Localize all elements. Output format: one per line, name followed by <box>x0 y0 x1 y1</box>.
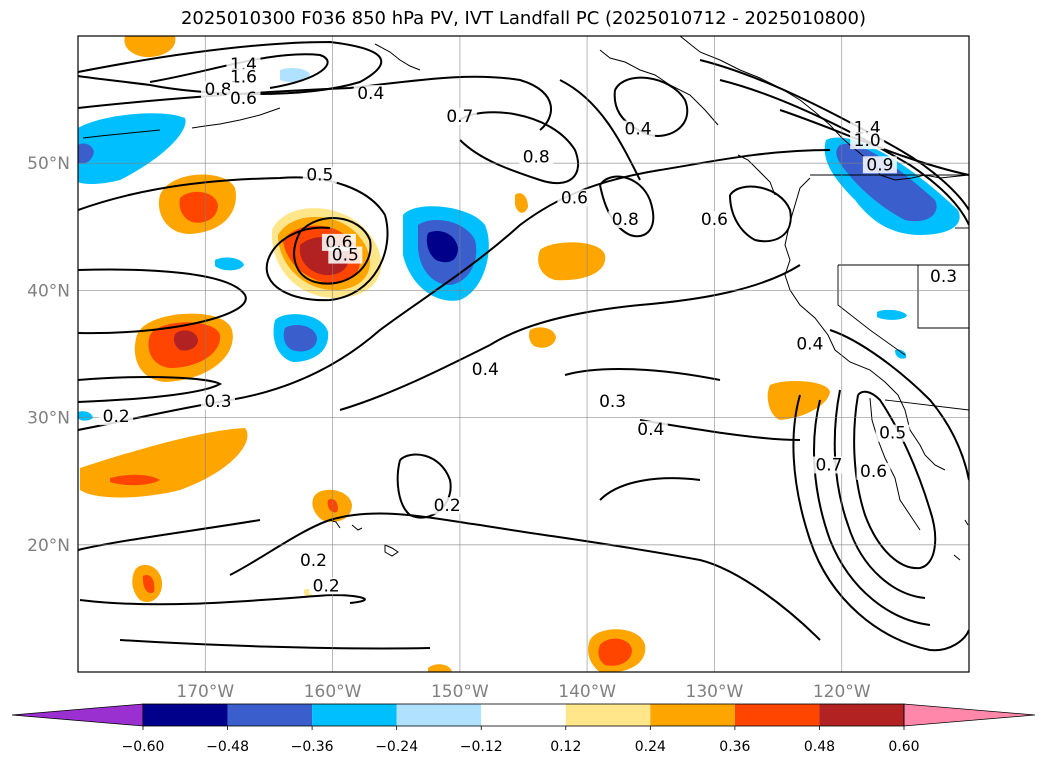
colorbar-tick-label: 0.12 <box>550 739 581 755</box>
lon-tick-label: 120°W <box>813 682 871 702</box>
contour-label: 0.4 <box>796 335 823 355</box>
lon-tick-label: 130°W <box>686 682 744 702</box>
contour-label-bg <box>99 408 134 426</box>
contour-label-bg <box>862 156 897 174</box>
contour-label-bg <box>557 189 592 207</box>
contour-label: 0.2 <box>313 576 340 596</box>
colorbar-tick-label: −0.12 <box>460 739 503 755</box>
contour-label-bg <box>875 424 910 442</box>
contour-label: 0.5 <box>879 424 906 444</box>
colorbar-tick-label: 0.48 <box>804 739 835 755</box>
contour-label: 0.3 <box>930 267 957 287</box>
contour-label: 0.7 <box>815 455 842 475</box>
colorbar-tick-label: 0.36 <box>719 739 750 755</box>
contour-label: 0.7 <box>446 107 473 127</box>
contour-label-bg <box>621 120 656 138</box>
colorbar-segment <box>819 704 904 726</box>
lat-tick-labels: 20°N 30°N 40°N 50°N <box>27 154 70 556</box>
colorbar: −0.60 −0.48 −0.36 −0.24 −0.12 0.12 0.24 0.36 0.4… <box>11 703 1036 755</box>
map-frame <box>77 35 970 673</box>
contour-labels: 1.41.60.80.6 0.40.70.50.80.60.80.40.61.41… <box>99 55 961 596</box>
borders <box>810 174 969 411</box>
colorbar-tick-label: −0.60 <box>122 739 165 755</box>
contour-label-bg <box>353 85 388 103</box>
contour-label: 0.2 <box>300 551 327 571</box>
contour-label: 1.0 <box>854 131 881 151</box>
colorbar-extend-high <box>903 703 1036 727</box>
contour-label-bg <box>926 268 961 286</box>
contour-label: 0.2 <box>434 496 461 516</box>
contour-label-bg <box>226 90 261 108</box>
colorbar-tick-label: 0.60 <box>888 739 919 755</box>
lat-tick-label: 30°N <box>27 409 70 429</box>
contour-label-bg <box>442 107 477 125</box>
gridlines <box>78 36 969 672</box>
map-title: 2025010300 F036 850 hPa PV, IVT Landfall… <box>180 8 867 29</box>
colorbar-frame <box>142 703 905 727</box>
contour-label-bg <box>309 577 344 595</box>
lat-tick-label: 50°N <box>27 154 70 174</box>
lon-tick-label: 160°W <box>304 682 362 702</box>
colorbar-segment <box>565 704 651 726</box>
contour-label-bg <box>430 497 465 515</box>
colorbar-segment <box>396 704 482 726</box>
contour-label: 0.8 <box>612 210 639 230</box>
contour-label-bg <box>468 361 503 379</box>
contour-label-bg <box>595 392 630 410</box>
contour-label: 0.6 <box>230 89 257 109</box>
contour-label-bg <box>519 148 554 166</box>
contour-label: 0.4 <box>357 84 384 104</box>
lat-tick-label: 20°N <box>27 536 70 556</box>
contour-label-bg <box>328 246 363 264</box>
lon-tick-label: 150°W <box>431 682 489 702</box>
lat-tick-label: 40°N <box>27 281 70 301</box>
contour-label-bg <box>633 420 668 438</box>
contour-label-bg <box>811 456 846 474</box>
colorbar-extend-low <box>11 703 144 727</box>
colorbar-segment <box>481 704 566 726</box>
colorbar-segment <box>227 704 313 726</box>
contour-label: 0.6 <box>561 188 588 208</box>
lon-tick-label: 140°W <box>558 682 616 702</box>
contour-label: 1.6 <box>230 68 257 88</box>
lon-tick-labels: 170°W 160°W 150°W 140°W 130°W 120°W <box>176 682 870 702</box>
contour-label: 0.4 <box>637 420 664 440</box>
contour-label-bg <box>201 392 236 410</box>
contour-label: 0.5 <box>332 246 359 266</box>
contour-label: 0.3 <box>204 392 231 412</box>
colorbar-segment <box>312 704 397 726</box>
coastlines <box>82 36 969 561</box>
contour-label: 0.6 <box>701 210 728 230</box>
contour-label: 0.6 <box>860 462 887 482</box>
contour-label-bg <box>697 210 732 228</box>
contour-label: 0.4 <box>472 360 499 380</box>
contour-label: 0.5 <box>306 165 333 185</box>
contour-label-bg <box>856 462 891 480</box>
contour-label: 0.9 <box>866 155 893 175</box>
contour-label: 0.3 <box>599 392 626 412</box>
contour-label-bg <box>608 210 643 228</box>
colorbar-tick-label: 0.24 <box>635 739 666 755</box>
colorbar-tick-label: −0.24 <box>375 739 418 755</box>
lon-tick-label: 170°W <box>176 682 234 702</box>
contour-label: 0.8 <box>523 148 550 168</box>
contour-label: 0.2 <box>103 407 130 427</box>
contour-label-bg <box>850 132 885 150</box>
contour-label: 0.4 <box>625 120 652 140</box>
contour-label-bg <box>792 335 827 353</box>
colorbar-tick-label: −0.48 <box>206 739 249 755</box>
colorbar-segment <box>143 704 228 726</box>
colorbar-segment <box>650 704 735 726</box>
contour-label: 0.8 <box>204 80 231 100</box>
colorbar-tick-label: −0.36 <box>291 739 334 755</box>
contour-label-bg <box>302 166 337 184</box>
colorbar-segment <box>734 704 820 726</box>
contour-label-bg <box>296 551 331 569</box>
